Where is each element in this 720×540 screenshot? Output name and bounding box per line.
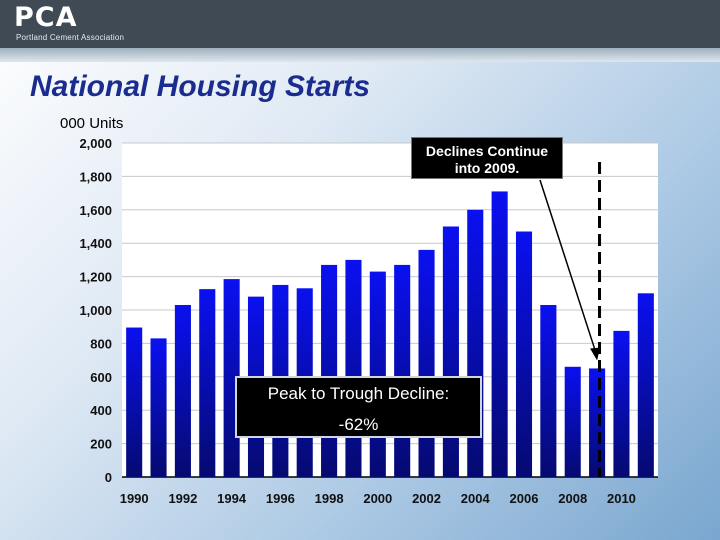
x-tick-label: 1990: [120, 491, 149, 506]
bar-1992: [174, 304, 191, 477]
bar-2001: [394, 264, 411, 477]
bar-2002: [418, 249, 435, 477]
y-tick-label: 1,600: [79, 203, 112, 218]
declines-arrow-line: [539, 179, 598, 357]
y-tick-label: 800: [90, 336, 112, 351]
bar-1991: [150, 338, 167, 477]
x-tick-label: 2008: [558, 491, 587, 506]
y-axis-unit-label: 000 Units: [60, 115, 124, 132]
y-tick-label: 0: [105, 470, 112, 485]
bar-2011: [637, 293, 654, 477]
bar-2007: [540, 304, 557, 477]
bar-1999: [345, 259, 362, 477]
peak-to-trough-title: Peak to Trough Decline:: [267, 384, 450, 403]
logo-subtitle: Portland Cement Association: [16, 33, 125, 42]
y-tick-label: 2,000: [79, 136, 112, 151]
x-tick-label: 1998: [315, 491, 344, 506]
header-band: [0, 48, 720, 62]
y-tick-label: 1,200: [79, 270, 112, 285]
arrowhead-icon: [590, 347, 601, 361]
x-tick-label: 2002: [412, 491, 441, 506]
y-tick-label: 200: [90, 437, 112, 452]
bar-2008: [564, 366, 581, 477]
x-tick-label: 1996: [266, 491, 295, 506]
slide-title: National Housing Starts: [30, 70, 371, 103]
y-tick-label: 1,800: [79, 169, 112, 184]
y-tick-label: 400: [90, 403, 112, 418]
y-tick-label: 600: [90, 370, 112, 385]
x-tick-label: 1992: [168, 491, 197, 506]
peak-to-trough-value: -62%: [338, 415, 379, 434]
bar-2000: [369, 271, 386, 477]
declines-callout-line-1: Declines Continue: [425, 143, 549, 159]
bar-2009: [589, 368, 606, 477]
peak-to-trough-callout: Peak to Trough Decline: -62%: [235, 376, 482, 438]
x-tick-label: 1994: [217, 491, 247, 506]
bar-2005: [491, 191, 508, 477]
x-tick-label: 2010: [607, 491, 636, 506]
declines-callout-line-2: into 2009.: [454, 160, 520, 176]
x-tick-label: 2004: [461, 491, 491, 506]
y-tick-label: 1,400: [79, 236, 112, 251]
bar-1990: [126, 327, 143, 477]
bar-2003: [442, 226, 459, 477]
declines-callout: Declines Continue into 2009.: [411, 137, 563, 179]
x-tick-label: 2006: [510, 491, 539, 506]
header-bar: PCA Portland Cement Association: [0, 0, 720, 48]
bar-1993: [199, 289, 216, 477]
x-tick-label: 2000: [363, 491, 392, 506]
pca-logo: PCA: [14, 2, 78, 33]
bar-1998: [321, 264, 338, 477]
y-tick-label: 1,000: [79, 303, 112, 318]
bar-2006: [515, 231, 533, 477]
bar-2010: [613, 330, 630, 477]
